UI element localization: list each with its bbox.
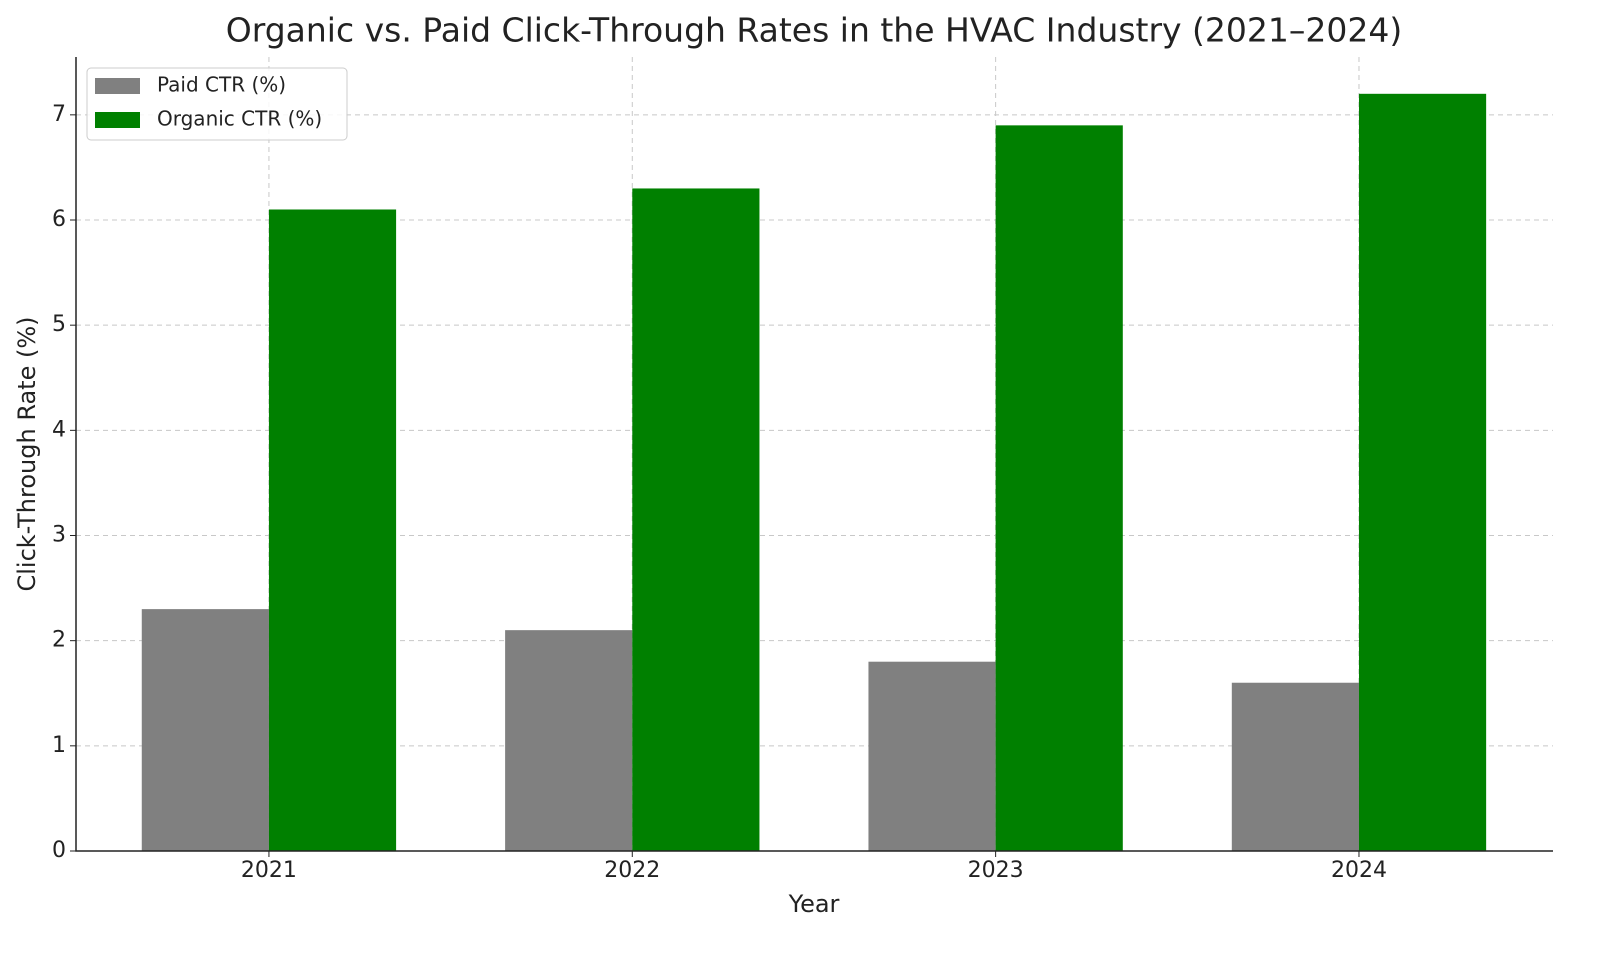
x-tick-label: 2023: [968, 858, 1024, 883]
x-tick-label: 2024: [1331, 858, 1387, 883]
y-tick-label: 6: [52, 207, 66, 232]
y-tick-label: 3: [52, 523, 66, 548]
bar: [632, 188, 760, 851]
y-tick-label: 1: [52, 733, 66, 758]
y-axis-label: Click-Through Rate (%): [13, 316, 41, 591]
axes: [75, 57, 1553, 852]
chart-title: Organic vs. Paid Click-Through Rates in …: [226, 11, 1403, 50]
bar: [505, 630, 633, 851]
x-tick-label: 2021: [241, 858, 297, 883]
x-axis-label: Year: [788, 890, 840, 918]
y-tick-label: 7: [52, 102, 66, 127]
bar: [268, 209, 397, 852]
y-tick-label: 2: [52, 628, 66, 653]
bar: [141, 609, 269, 851]
y-tick-label: 0: [52, 838, 66, 863]
bar: [995, 125, 1123, 852]
legend-label: Paid CTR (%): [157, 73, 286, 97]
bar: [1358, 93, 1487, 852]
legend-swatch: [95, 78, 140, 94]
bar: [868, 661, 996, 851]
legend-swatch: [95, 112, 140, 128]
y-tick-label: 4: [52, 417, 66, 442]
legend-box: [86, 67, 348, 141]
x-tick-label: 2022: [604, 858, 660, 883]
legend-label: Organic CTR (%): [157, 107, 322, 131]
y-tick-label: 5: [52, 312, 66, 337]
bar: [1231, 682, 1359, 851]
